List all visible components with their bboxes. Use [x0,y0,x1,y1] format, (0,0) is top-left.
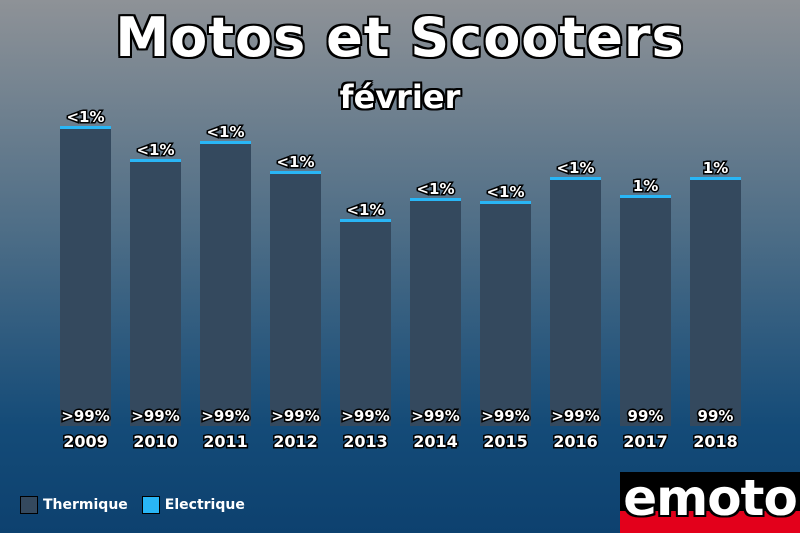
data-label-electrique-2014: <1% [416,180,454,198]
legend-item-thermique: Thermique [20,496,128,514]
data-label-thermique-2018: 99% [698,407,734,425]
x-tick-label-2010: 2010 [133,432,178,451]
bar-electrique-2012 [270,171,321,174]
x-tick-label-2018: 2018 [693,432,738,451]
bar-thermique-2009 [60,129,111,426]
bar-electrique-2018 [690,177,741,180]
x-tick-label-2017: 2017 [623,432,668,451]
data-label-thermique-2014: >99% [411,407,459,425]
bar-electrique-2014 [410,198,461,201]
data-label-thermique-2012: >99% [271,407,319,425]
data-label-thermique-2016: >99% [551,407,599,425]
logo-red-band [620,511,800,533]
data-label-electrique-2009: <1% [66,108,104,126]
data-label-electrique-2010: <1% [136,141,174,159]
data-label-thermique-2015: >99% [481,407,529,425]
emoto-logo[interactable]: emoto [620,472,800,533]
bar-electrique-2010 [130,159,181,162]
data-label-electrique-2017: 1% [633,177,658,195]
data-label-electrique-2013: <1% [346,201,384,219]
chart-subtitle: février [339,78,461,116]
data-label-thermique-2009: >99% [61,407,109,425]
data-label-thermique-2017: 99% [628,407,664,425]
data-label-electrique-2015: <1% [486,183,524,201]
bar-thermique-2011 [200,144,251,426]
data-label-electrique-2011: <1% [206,123,244,141]
data-label-electrique-2018: 1% [703,159,728,177]
bar-thermique-2015 [480,204,531,426]
bar-electrique-2009 [60,126,111,129]
legend-swatch-thermique [20,496,38,514]
bar-thermique-2010 [130,162,181,426]
x-tick-label-2011: 2011 [203,432,248,451]
bar-electrique-2015 [480,201,531,204]
legend-label-electrique: Electrique [164,497,245,513]
bar-electrique-2016 [550,177,601,180]
x-tick-label-2009: 2009 [63,432,108,451]
data-label-electrique-2012: <1% [276,153,314,171]
chart-title: Motos et Scooters [115,6,685,69]
data-label-thermique-2013: >99% [341,407,389,425]
x-tick-label-2014: 2014 [413,432,458,451]
data-label-thermique-2010: >99% [131,407,179,425]
bar-electrique-2013 [340,219,391,222]
legend-item-electrique: Electrique [141,496,245,514]
bar-thermique-2014 [410,201,461,426]
x-tick-label-2015: 2015 [483,432,528,451]
bar-electrique-2011 [200,141,251,144]
x-tick-label-2012: 2012 [273,432,318,451]
bar-thermique-2012 [270,174,321,426]
legend-label-thermique: Thermique [43,497,128,513]
bar-thermique-2013 [340,222,391,426]
data-label-electrique-2016: <1% [556,159,594,177]
legend: Thermique Electrique [20,496,259,514]
bar-thermique-2016 [550,180,601,426]
data-label-thermique-2011: >99% [201,407,249,425]
legend-swatch-electrique [141,496,160,514]
bar-electrique-2017 [620,195,671,198]
x-tick-label-2016: 2016 [553,432,598,451]
x-tick-label-2013: 2013 [343,432,388,451]
bar-thermique-2018 [690,180,741,426]
bar-thermique-2017 [620,198,671,426]
logo-text: emoto [623,472,798,527]
